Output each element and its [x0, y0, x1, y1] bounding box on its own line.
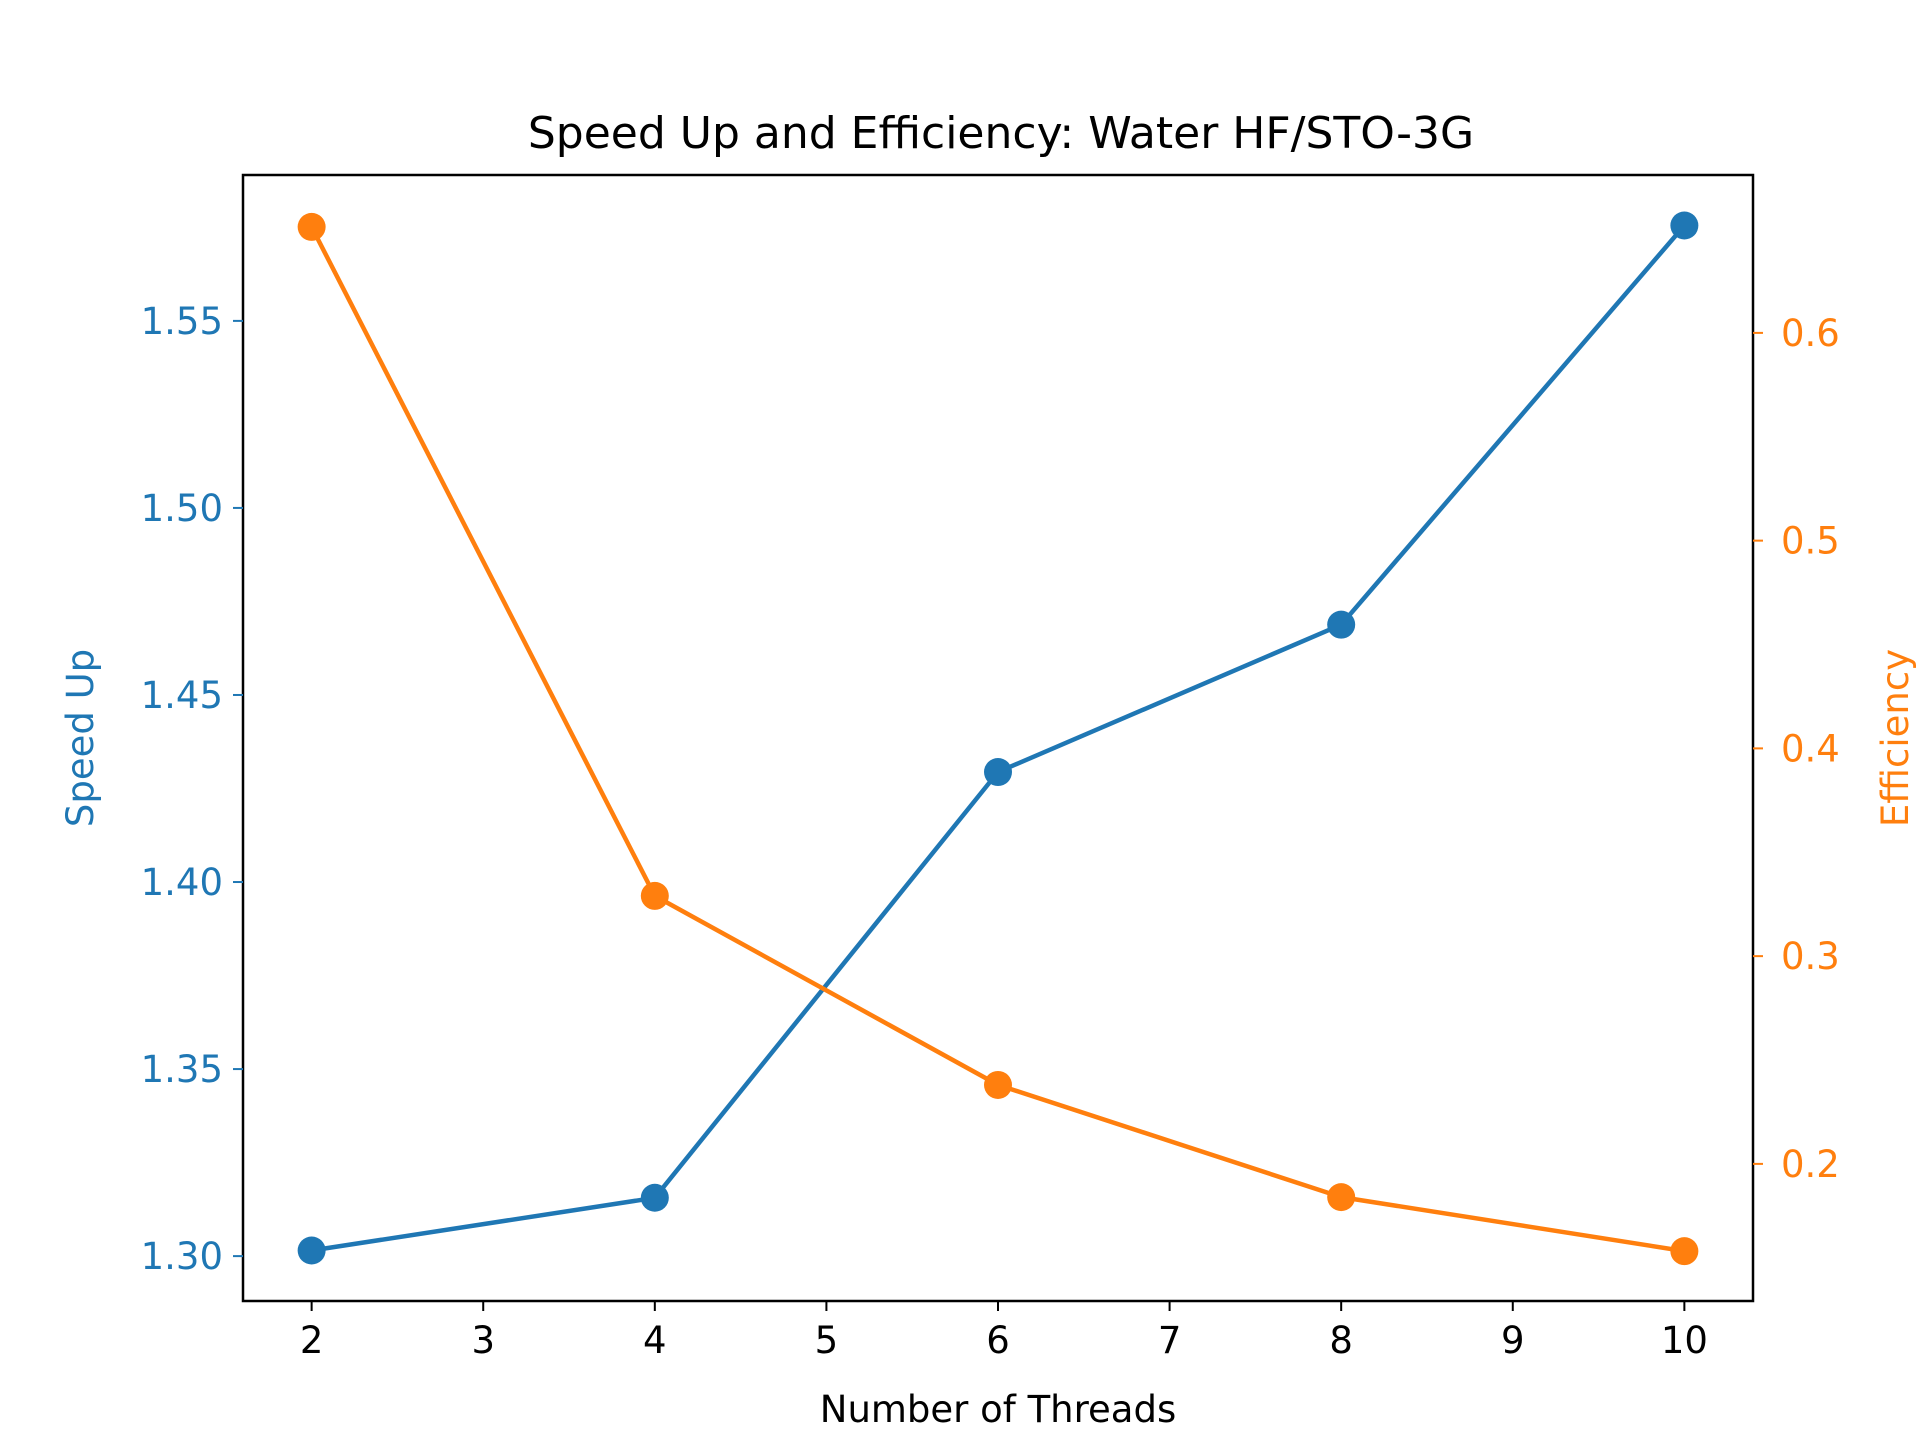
right-y-axis-ticks: 0.2 0.3 0.4 0.5 0.6: [1753, 312, 1840, 1186]
efficiency-point: [984, 1070, 1012, 1099]
x-tick-label: 3: [471, 1319, 495, 1362]
chart-title: Speed Up and Efficiency: Water HF/STO-3G: [528, 108, 1474, 159]
x-tick-label: 6: [986, 1319, 1010, 1362]
y-tick-label: 1.30: [141, 1235, 223, 1278]
x-tick-label: 9: [1501, 1319, 1525, 1362]
y-tick-label: 0.5: [1781, 520, 1840, 563]
x-tick-label: 5: [815, 1319, 839, 1362]
speed-up-point: [1327, 610, 1356, 639]
y-tick-label: 1.40: [141, 861, 223, 904]
efficiency-point: [1670, 1237, 1699, 1266]
left-y-axis-label: Speed Up: [59, 649, 102, 827]
speed-up-point: [1670, 211, 1699, 240]
speed-up-point: [640, 1183, 669, 1212]
x-tick-label: 10: [1661, 1319, 1708, 1362]
x-axis-label: Number of Threads: [820, 1388, 1176, 1431]
x-tick-label: 8: [1329, 1319, 1353, 1362]
efficiency-point: [297, 212, 326, 241]
y-tick-label: 1.45: [141, 674, 223, 717]
y-tick-label: 0.4: [1781, 727, 1840, 770]
y-tick-label: 0.6: [1781, 312, 1840, 355]
y-tick-label: 1.55: [141, 300, 223, 343]
y-tick-label: 0.2: [1781, 1143, 1840, 1186]
y-tick-label: 1.35: [141, 1048, 223, 1091]
x-axis-ticks: 2 3 4 5 6 7 8 9 10: [300, 1301, 1708, 1362]
speed-up-point: [984, 758, 1012, 787]
efficiency-point: [1327, 1183, 1356, 1212]
right-y-axis-label: Efficiency: [1874, 649, 1917, 827]
x-tick-label: 7: [1158, 1319, 1182, 1362]
speed-up-point: [297, 1236, 326, 1265]
plot-frame: [241, 173, 1755, 1303]
efficiency-point: [640, 881, 669, 910]
x-tick-label: 2: [300, 1319, 324, 1362]
x-tick-label: 4: [643, 1319, 667, 1362]
y-tick-label: 1.50: [141, 487, 223, 530]
series-layer: [297, 211, 1699, 1266]
y-tick-label: 0.3: [1781, 935, 1840, 978]
left-y-axis-ticks: 1.30 1.35 1.40 1.45 1.50 1.55: [141, 300, 243, 1278]
